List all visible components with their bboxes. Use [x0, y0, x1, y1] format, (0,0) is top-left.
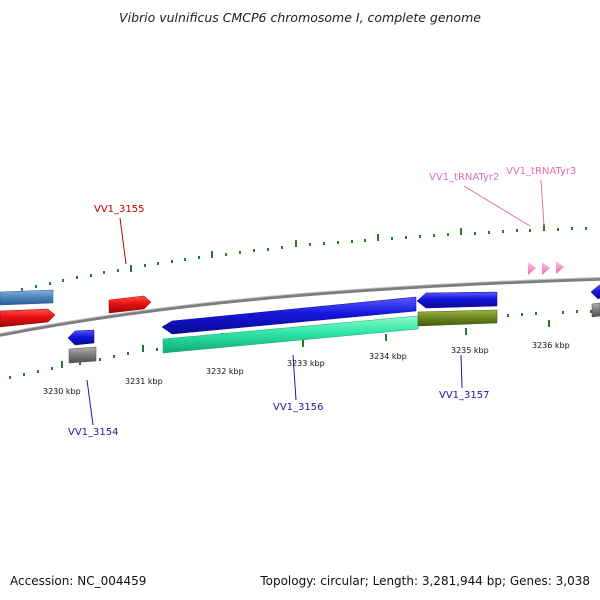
gene-vv1-3157-olive[interactable] — [417, 309, 498, 327]
gene-vv1-3154-gray[interactable] — [68, 346, 97, 364]
scale-tick-label: 3232 kbp — [206, 367, 244, 376]
trna-marker-3[interactable] — [556, 261, 564, 274]
scale-tick-label: 3230 kbp — [43, 387, 81, 396]
upper-tick-ring — [7, 224, 587, 295]
accession-label: Accession: — [10, 574, 74, 588]
trna-marker-2[interactable] — [542, 262, 550, 275]
topology-value: circular — [320, 574, 365, 588]
length-label: Length: — [372, 574, 419, 588]
scale-tick-label: 3236 kbp — [532, 341, 570, 350]
accession-value: NC_004459 — [77, 574, 147, 588]
gene-steel-blue-left[interactable] — [0, 289, 54, 306]
accession-info: Accession: NC_004459 — [10, 574, 146, 588]
label-trna-tyr2: VV1_tRNATyr2 — [429, 172, 499, 183]
gene-vv1-3155[interactable] — [108, 295, 152, 314]
genome-stats: Topology: circular; Length: 3,281,944 bp… — [260, 574, 590, 588]
gene-vv1-3157-blue[interactable] — [416, 291, 498, 309]
scale-tick-label: 3234 kbp — [369, 352, 407, 361]
label-vv1-3157: VV1_3157 — [439, 390, 490, 401]
topology-label: Topology: — [260, 574, 317, 588]
gene-vv1-3156-mint[interactable] — [162, 315, 419, 354]
label-vv1-3155: VV1_3155 — [94, 204, 145, 215]
genome-backbone — [0, 277, 600, 337]
trna-markers — [528, 261, 564, 275]
scale-tick-label: 3235 kbp — [451, 346, 489, 355]
gene-vv1-3154-blue[interactable] — [67, 329, 95, 346]
label-vv1-3154: VV1_3154 — [68, 427, 119, 438]
scale-labels: 3230 kbp 3231 kbp 3232 kbp 3233 kbp 3234… — [43, 341, 570, 396]
gene-red-left[interactable] — [0, 308, 56, 328]
genes-value: 3,038 — [555, 574, 590, 588]
label-vv1-3156: VV1_3156 — [273, 402, 324, 413]
map-title: Vibrio vulnificus CMCP6 chromosome I, co… — [119, 10, 481, 25]
genes-label: Genes: — [509, 574, 552, 588]
callout-lines — [86, 179, 545, 426]
scale-tick-label: 3231 kbp — [125, 377, 163, 386]
trna-marker-1[interactable] — [528, 262, 536, 275]
length-value: 3,281,944 bp — [421, 574, 502, 588]
label-trna-tyr3: VV1_tRNATyr3 — [506, 166, 576, 177]
gene-vv1-3156-blue[interactable] — [161, 296, 417, 335]
gene-blue-right-edge[interactable] — [590, 284, 600, 300]
gene-gray-right-edge[interactable] — [591, 302, 600, 318]
scale-tick-label: 3233 kbp — [287, 359, 325, 368]
